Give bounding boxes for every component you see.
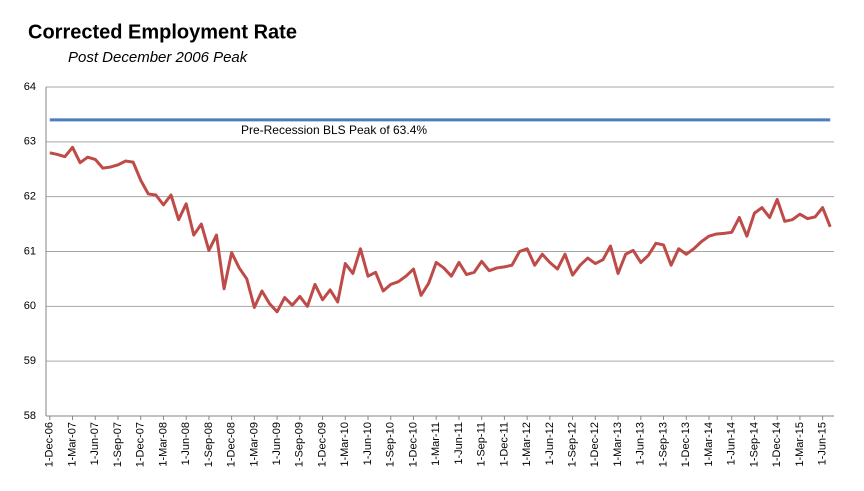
x-tick-label: 1-Jun-10 bbox=[362, 422, 374, 465]
x-tick-label: 1-Sep-14 bbox=[748, 422, 760, 467]
x-tick-label: 1-Sep-07 bbox=[112, 422, 124, 467]
x-tick-label: 1-Jun-12 bbox=[544, 422, 556, 465]
y-tick-label: 61 bbox=[24, 245, 36, 257]
annotation: Pre-Recession BLS Peak of 63.4% bbox=[241, 123, 427, 137]
x-tick-label: 1-Sep-09 bbox=[294, 422, 306, 467]
x-tick-label: 1-Jun-11 bbox=[453, 422, 465, 465]
x-tick-label: 1-Dec-13 bbox=[680, 422, 692, 467]
y-tick-label: 63 bbox=[24, 136, 36, 148]
x-tick-label: 1-Jun-15 bbox=[817, 422, 829, 465]
y-tick-label: 62 bbox=[24, 191, 36, 203]
x-tick-label: 1-Dec-09 bbox=[316, 422, 328, 467]
x-tick-label: 1-Mar-13 bbox=[612, 422, 624, 467]
x-tick-label: 1-Mar-14 bbox=[703, 422, 715, 467]
x-tick-label: 1-Mar-09 bbox=[248, 422, 260, 467]
x-tick-label: 1-Mar-11 bbox=[430, 422, 442, 466]
y-tick-label: 60 bbox=[24, 300, 36, 312]
chart-subtitle: Post December 2006 Peak bbox=[68, 49, 249, 66]
x-tick-label: 1-Mar-08 bbox=[157, 422, 169, 467]
x-tick-label: 1-Mar-10 bbox=[339, 422, 351, 467]
chart-title: Corrected Employment Rate bbox=[28, 21, 297, 43]
x-tick-label: 1-Dec-07 bbox=[135, 422, 147, 467]
x-tick-label: 1-Sep-11 bbox=[476, 422, 488, 466]
x-tick-label: 1-Dec-14 bbox=[771, 422, 783, 467]
x-tick-label: 1-Dec-08 bbox=[226, 422, 238, 467]
x-tick-label: 1-Jun-14 bbox=[726, 422, 738, 465]
x-tick-label: 1-Dec-06 bbox=[44, 422, 56, 467]
x-tick-label: 1-Jun-13 bbox=[635, 422, 647, 465]
x-tick-label: 1-Dec-10 bbox=[407, 422, 419, 467]
y-tick-label: 64 bbox=[24, 81, 36, 93]
x-tick-label: 1-Sep-12 bbox=[567, 422, 579, 467]
x-tick-label: 1-Mar-12 bbox=[521, 422, 533, 467]
y-tick-label: 59 bbox=[24, 355, 36, 367]
series-line bbox=[49, 145, 832, 314]
x-tick-label: 1-Dec-12 bbox=[589, 422, 601, 467]
x-tick-label: 1-Jun-08 bbox=[180, 422, 192, 465]
x-tick-label: 1-Jun-09 bbox=[271, 422, 283, 465]
x-tick-label: 1-Sep-10 bbox=[385, 422, 397, 467]
x-tick-label: 1-Mar-15 bbox=[794, 422, 806, 467]
x-tick-label: 1-Mar-07 bbox=[66, 422, 78, 467]
x-tick-label: 1-Jun-07 bbox=[89, 422, 101, 465]
y-tick-label: 58 bbox=[24, 410, 36, 422]
x-tick-label: 1-Sep-08 bbox=[203, 422, 215, 467]
x-tick-label: 1-Dec-11 bbox=[498, 422, 510, 466]
x-tick-label: 1-Sep-13 bbox=[657, 422, 669, 467]
